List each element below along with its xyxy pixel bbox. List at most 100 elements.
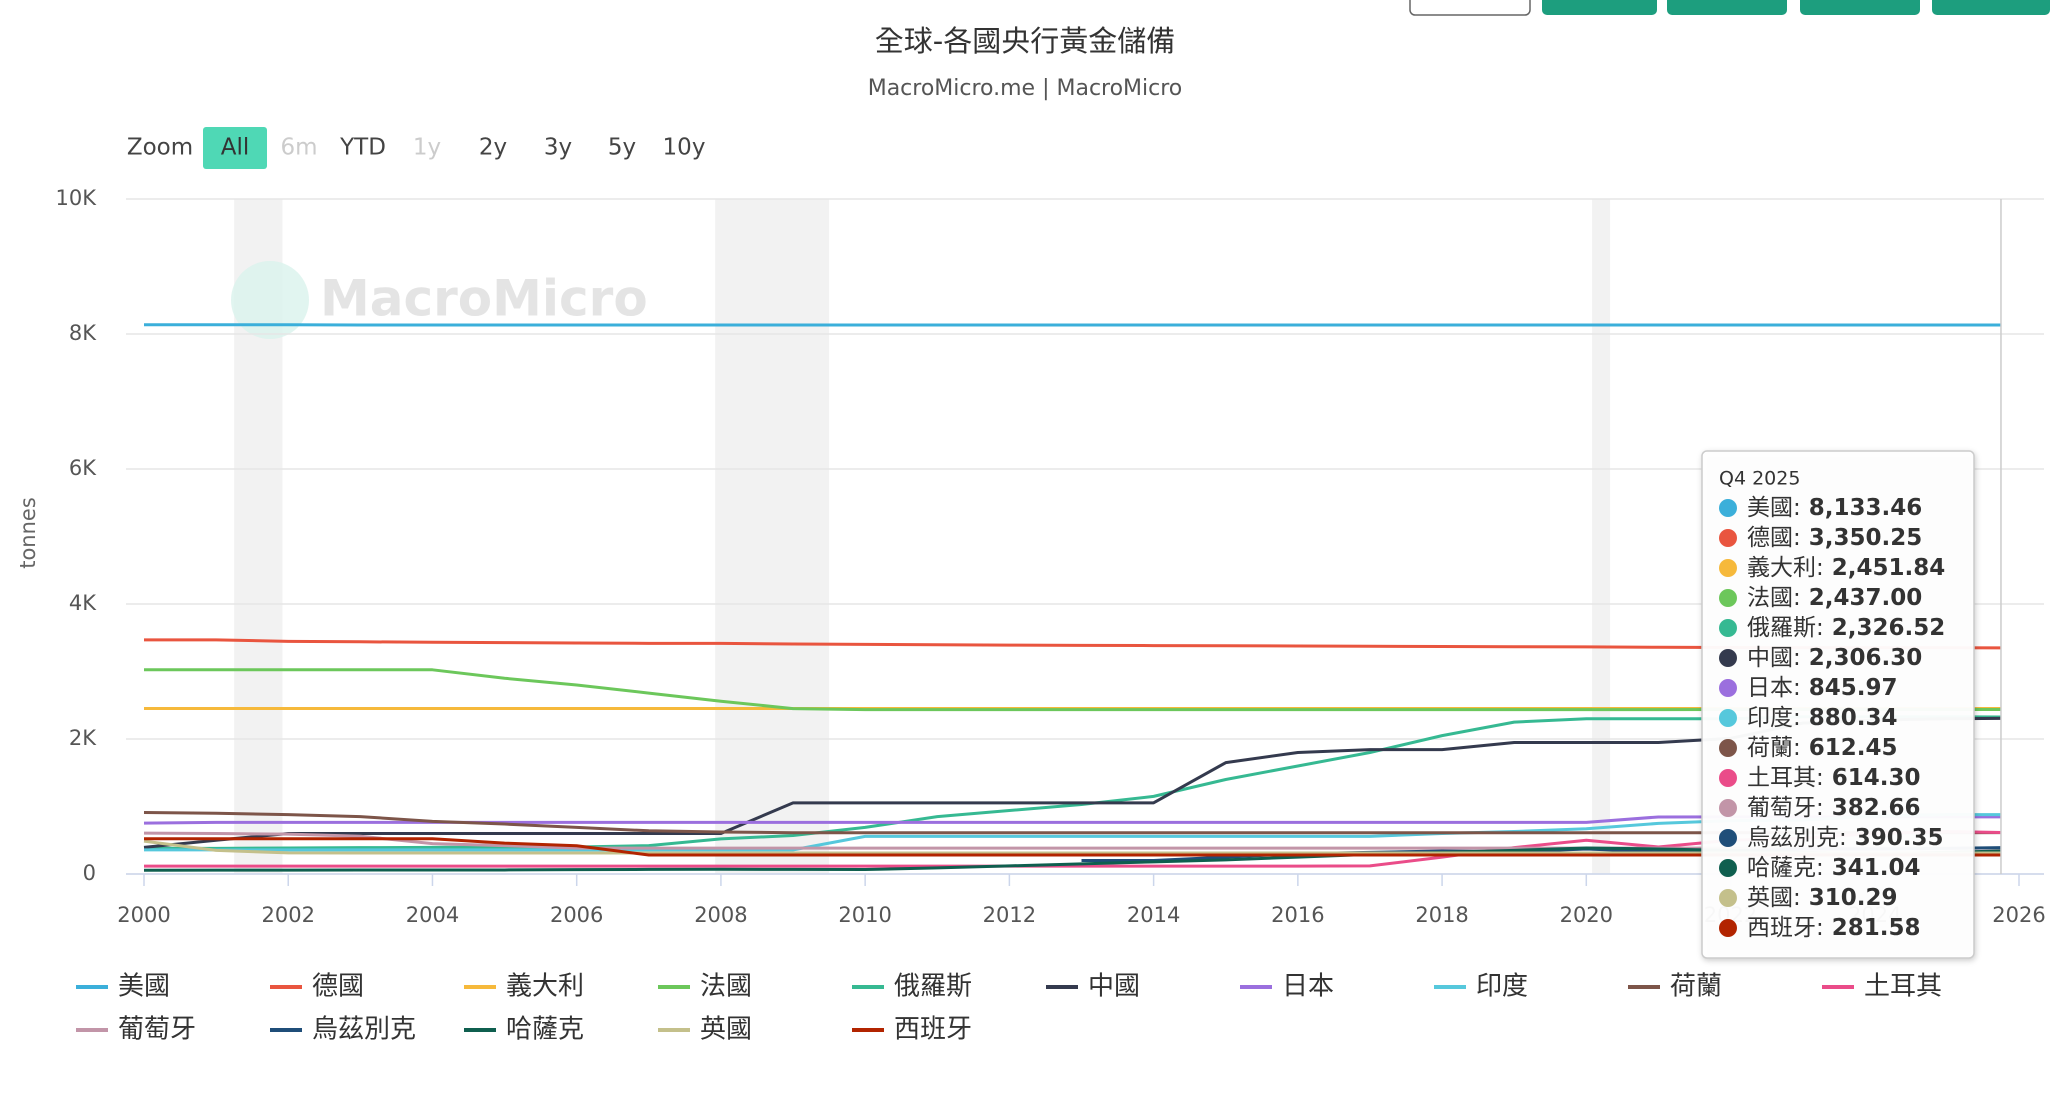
legend-label[interactable]: 義大利 <box>506 972 584 1002</box>
legend-label[interactable]: 美國 <box>118 972 170 1002</box>
toolbar-button[interactable] <box>1410 0 1530 15</box>
y-tick-label: 8K <box>69 321 97 345</box>
tooltip-separator: : <box>1816 555 1824 581</box>
tooltip-entry: 日本:845.97 <box>1747 675 1898 701</box>
legend-label[interactable]: 法國 <box>700 972 752 1002</box>
legend-label[interactable]: 俄羅斯 <box>894 972 972 1002</box>
range-button[interactable]: YTD <box>339 135 386 161</box>
legend-label[interactable]: 德國 <box>312 972 364 1002</box>
tooltip-entry: 葡萄牙:382.66 <box>1747 795 1921 821</box>
tooltip-name: 土耳其 <box>1747 765 1816 791</box>
y-tick-label: 2K <box>69 726 97 750</box>
tooltip-value: 2,326.52 <box>1832 615 1946 641</box>
y-tick-label: 10K <box>56 186 98 210</box>
watermark: MacroMicro <box>320 270 648 328</box>
tooltip-marker <box>1719 589 1737 607</box>
tooltip-name: 法國 <box>1747 585 1793 611</box>
tooltip-separator: : <box>1793 675 1801 701</box>
x-tick-label: 2018 <box>1415 903 1468 927</box>
x-tick-label: 2004 <box>406 903 459 927</box>
tooltip-entry: 俄羅斯:2,326.52 <box>1747 615 1945 641</box>
tooltip-name: 哈薩克 <box>1747 855 1816 881</box>
toolbar-button[interactable] <box>1800 0 1920 15</box>
tooltip-value: 390.35 <box>1855 825 1944 851</box>
tooltip-name: 義大利 <box>1747 555 1816 581</box>
recession-band <box>715 199 829 874</box>
legend-label[interactable]: 日本 <box>1282 972 1334 1002</box>
tooltip-value: 382.66 <box>1832 795 1921 821</box>
tooltip-separator: : <box>1793 705 1801 731</box>
legend-label[interactable]: 葡萄牙 <box>118 1015 196 1045</box>
range-button[interactable]: 10y <box>663 135 706 161</box>
legend-label[interactable]: 荷蘭 <box>1670 972 1722 1002</box>
range-button[interactable]: All <box>221 135 250 161</box>
tooltip-separator: : <box>1816 855 1824 881</box>
toolbar-button[interactable] <box>1932 0 2050 15</box>
range-button[interactable]: 6m <box>280 135 317 161</box>
tooltip-marker <box>1719 769 1737 787</box>
tooltip-separator: : <box>1816 795 1824 821</box>
tooltip-name: 德國 <box>1747 525 1793 551</box>
x-tick-label: 2026 <box>1992 903 2045 927</box>
tooltip-entry: 德國:3,350.25 <box>1747 525 1922 551</box>
tooltip-entry: 義大利:2,451.84 <box>1747 555 1945 581</box>
tooltip-value: 341.04 <box>1832 855 1921 881</box>
tooltip-entry: 哈薩克:341.04 <box>1747 855 1921 881</box>
tooltip-separator: : <box>1793 495 1801 521</box>
tooltip-separator: : <box>1816 915 1824 941</box>
legend-label[interactable]: 烏茲別克 <box>312 1015 416 1045</box>
tooltip-marker <box>1719 799 1737 817</box>
toolbar-button[interactable] <box>1542 0 1657 15</box>
legend-label[interactable]: 哈薩克 <box>506 1015 584 1045</box>
tooltip-separator: : <box>1793 645 1801 671</box>
tooltip-entry: 法國:2,437.00 <box>1747 585 1922 611</box>
legend-label[interactable]: 西班牙 <box>894 1015 972 1045</box>
tooltip-separator: : <box>1793 885 1801 911</box>
range-button[interactable]: 1y <box>413 135 441 161</box>
x-tick-label: 2012 <box>983 903 1036 927</box>
range-button[interactable]: 5y <box>608 135 636 161</box>
y-tick-label: 4K <box>69 591 97 615</box>
x-tick-label: 2002 <box>262 903 315 927</box>
x-tick-label: 2016 <box>1271 903 1324 927</box>
tooltip-title: Q4 2025 <box>1719 468 1800 490</box>
legend-label[interactable]: 中國 <box>1088 972 1140 1002</box>
tooltip-entry: 英國:310.29 <box>1747 885 1898 911</box>
tooltip-name: 葡萄牙 <box>1747 795 1816 821</box>
tooltip-value: 614.30 <box>1832 765 1921 791</box>
chart-title: 全球-各國央行黃金儲備 <box>875 24 1175 58</box>
tooltip-value: 310.29 <box>1809 885 1898 911</box>
tooltip-value: 281.58 <box>1832 915 1921 941</box>
tooltip-marker <box>1719 529 1737 547</box>
legend-label[interactable]: 土耳其 <box>1864 972 1942 1002</box>
tooltip-marker <box>1719 679 1737 697</box>
tooltip-marker <box>1719 499 1737 517</box>
tooltip-entry: 荷蘭:612.45 <box>1747 735 1898 761</box>
tooltip-value: 2,437.00 <box>1809 585 1923 611</box>
tooltip-entry: 美國:8,133.46 <box>1747 495 1922 521</box>
tooltip-marker <box>1719 859 1737 877</box>
range-button[interactable]: 3y <box>544 135 572 161</box>
tooltip-marker <box>1719 889 1737 907</box>
tooltip-marker <box>1719 919 1737 937</box>
tooltip-name: 西班牙 <box>1747 915 1816 941</box>
legend-label[interactable]: 英國 <box>700 1015 752 1045</box>
tooltip-value: 8,133.46 <box>1809 495 1923 521</box>
tooltip-separator: : <box>1816 765 1824 791</box>
range-button[interactable]: 2y <box>479 135 507 161</box>
tooltip-entry: 土耳其:614.30 <box>1747 765 1921 791</box>
tooltip-value: 3,350.25 <box>1809 525 1923 551</box>
tooltip-name: 英國 <box>1747 885 1793 911</box>
legend-label[interactable]: 印度 <box>1476 972 1528 1002</box>
tooltip-marker <box>1719 739 1737 757</box>
tooltip-name: 俄羅斯 <box>1747 615 1816 641</box>
tooltip-marker <box>1719 619 1737 637</box>
x-tick-label: 2020 <box>1560 903 1613 927</box>
watermark-logo <box>231 261 309 339</box>
tooltip-entry: 中國:2,306.30 <box>1747 645 1922 671</box>
tooltip-separator: : <box>1816 615 1824 641</box>
tooltip-name: 日本 <box>1747 675 1793 701</box>
tooltip-marker <box>1719 559 1737 577</box>
toolbar-button[interactable] <box>1667 0 1787 15</box>
